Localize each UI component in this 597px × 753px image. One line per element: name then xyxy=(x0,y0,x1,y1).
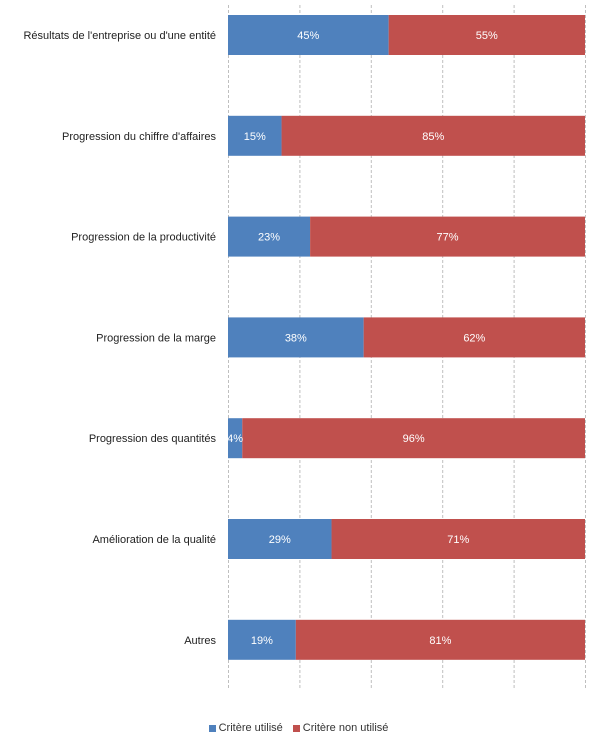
bar-segment-not-used xyxy=(331,519,585,559)
legend-swatch-used xyxy=(208,724,216,732)
bar-segment-used xyxy=(228,418,243,459)
legend: Critère utilisé Critère non utilisé xyxy=(0,718,597,738)
category-labels: Résultats de l'entreprise ou d'une entit… xyxy=(23,30,216,647)
bar-segment-used xyxy=(228,317,364,358)
data-label: 96% xyxy=(403,433,425,445)
data-label: 29% xyxy=(269,534,291,546)
legend-swatch-not-used xyxy=(292,724,300,732)
category-label: Progression de la marge xyxy=(96,332,216,344)
category-label: Progression du chiffre d'affaires xyxy=(62,131,216,143)
bar-segment-used xyxy=(228,519,332,559)
data-label: 45% xyxy=(297,30,319,42)
category-label: Progression de la productivité xyxy=(71,232,216,244)
data-label: 85% xyxy=(422,131,444,143)
data-label: 62% xyxy=(463,332,485,344)
data-label: 81% xyxy=(429,635,451,647)
bar-segment-not-used xyxy=(281,115,585,156)
bar-segment-not-used xyxy=(388,15,585,55)
data-labels: 45% 55% 15% 85% 23% 77% 38% 62% 4% 96% 29% 71% 19% 81… xyxy=(227,30,498,647)
legend-label-not-used: Critère non utilisé xyxy=(302,722,389,734)
stacked-bar-chart: Résultats de l'entreprise ou d'une entit… xyxy=(23,5,586,690)
bar-segment-not-used xyxy=(310,216,585,257)
legend-label-used: Critère utilisé xyxy=(218,722,283,734)
category-label: Amélioration de la qualité xyxy=(92,534,216,546)
bar-segment-not-used xyxy=(295,619,585,660)
legend-item-used: Critère utilisé xyxy=(208,722,283,734)
data-label: 77% xyxy=(437,232,459,244)
bar-segment-not-used xyxy=(242,418,585,459)
category-label: Résultats de l'entreprise ou d'une entit… xyxy=(23,30,216,42)
bar-segment-used xyxy=(228,619,296,660)
category-label: Autres xyxy=(184,635,216,647)
legend-item-not-used: Critère non utilisé xyxy=(292,722,389,734)
bar-segment-not-used xyxy=(363,317,585,358)
data-label: 19% xyxy=(251,635,273,647)
bar-segment-used xyxy=(228,115,282,156)
category-label: Progression des quantités xyxy=(89,433,217,445)
data-label: 38% xyxy=(285,332,307,344)
data-label: 23% xyxy=(258,232,280,244)
data-label: 4% xyxy=(227,433,243,445)
bar-segment-used xyxy=(228,15,389,55)
data-label: 15% xyxy=(244,131,266,143)
bar-segment-used xyxy=(228,216,311,257)
data-label: 55% xyxy=(476,30,498,42)
data-label: 71% xyxy=(447,534,469,546)
bars xyxy=(228,15,585,660)
